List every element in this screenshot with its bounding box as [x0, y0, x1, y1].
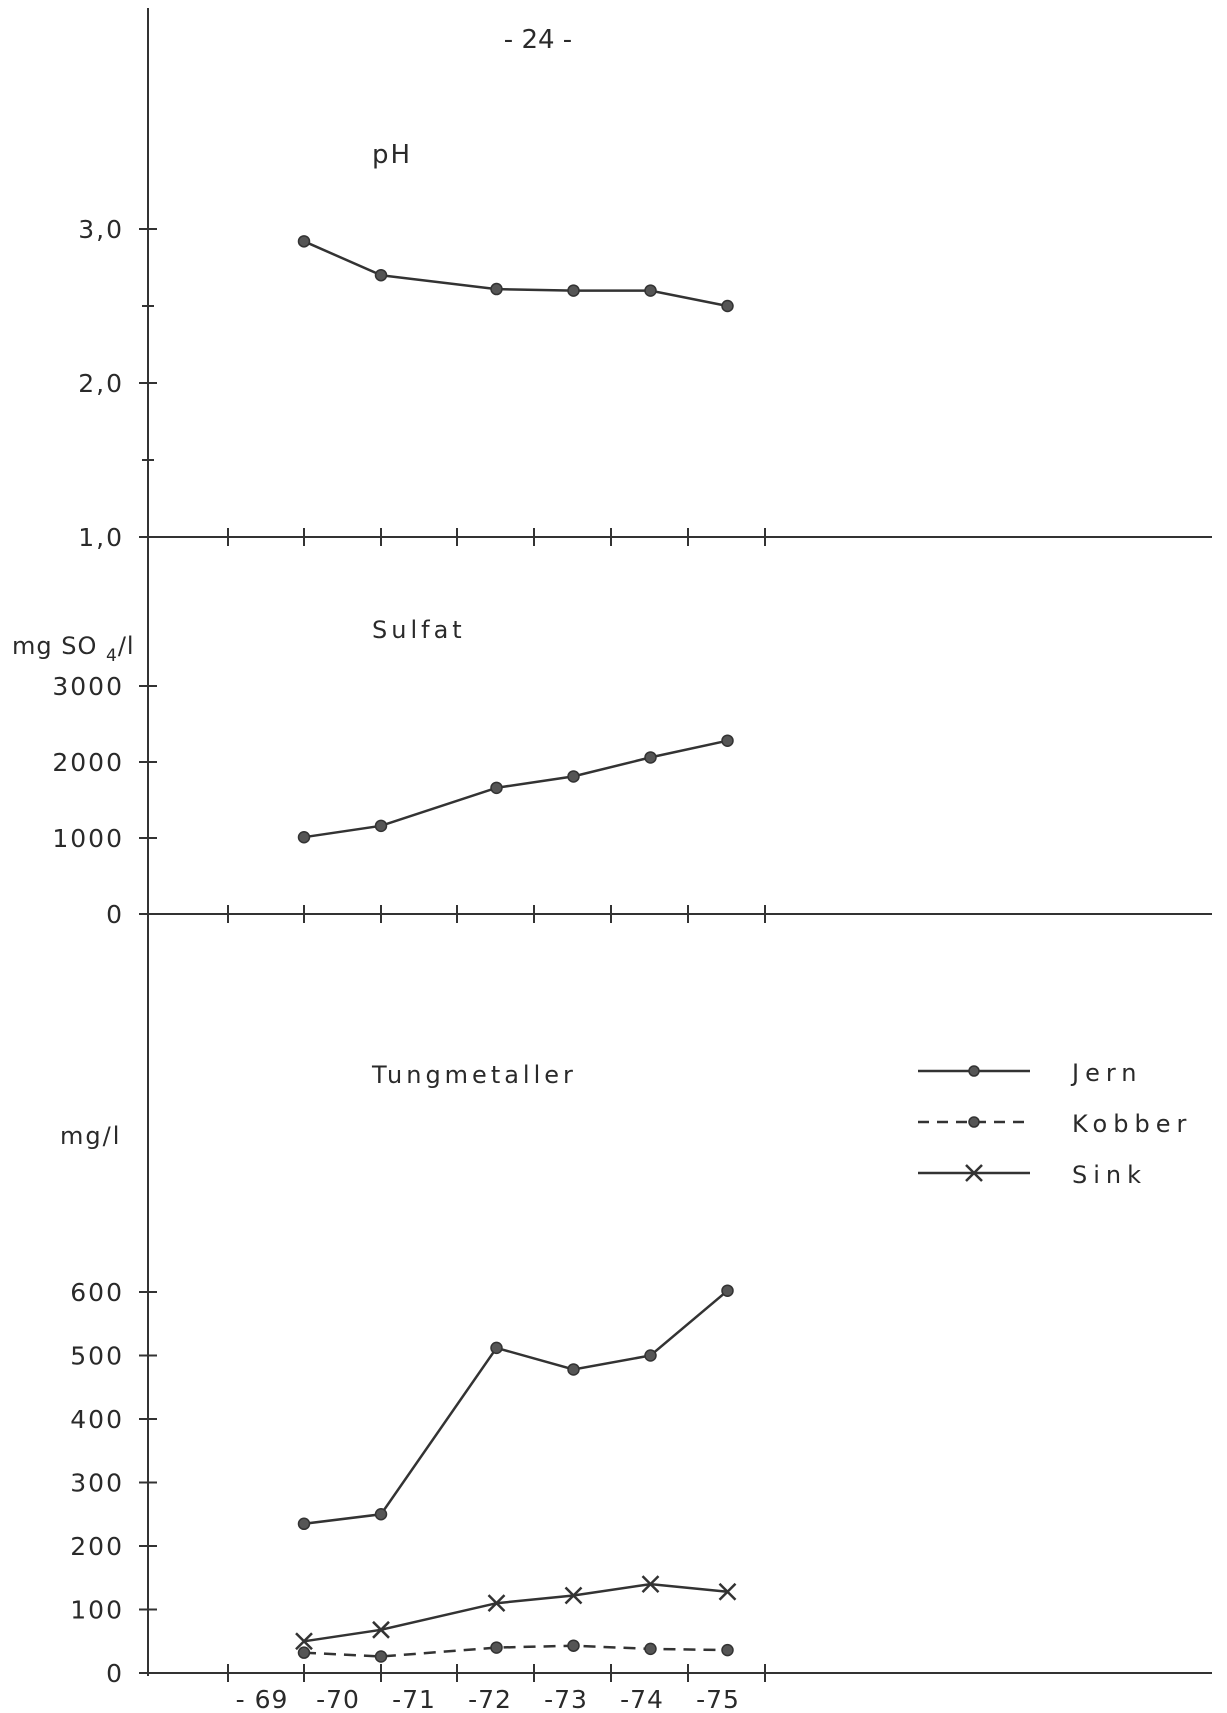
series-3-3-line — [303, 1582, 728, 1643]
sulfat-ylabel: mg SO 4/l — [12, 632, 135, 666]
series-3-2-point-6 — [721, 1643, 734, 1657]
y-tick-label-1-1: 3,0 — [78, 215, 124, 244]
x-tick-label-7: -75 — [696, 1685, 740, 1713]
series-3-3-point-1 — [295, 1632, 313, 1651]
x-tick-label-6: -74 — [620, 1685, 664, 1713]
y-tick-label-3-6: 100 — [70, 1596, 124, 1625]
series-2-1-line — [303, 739, 728, 839]
legend-sink: Sink — [918, 1161, 1147, 1189]
series-3-1-line — [303, 1289, 729, 1526]
legend-sink-marker — [965, 1164, 983, 1182]
legend-kobber: Kobber — [918, 1110, 1192, 1138]
series-2-1-point-3 — [490, 781, 503, 795]
axes — [139, 8, 1212, 1682]
series-3-2-point-1 — [297, 1646, 311, 1659]
series-3-3-point-3 — [487, 1594, 506, 1613]
y-tick-label-2-1: 3000 — [52, 672, 124, 701]
series-2-1-point-6 — [721, 734, 734, 747]
legend-kobber-marker — [968, 1116, 980, 1128]
x-tick-label-5: -73 — [544, 1685, 588, 1713]
legend-jern: Jern — [918, 1059, 1143, 1087]
series-3-1-point-2 — [374, 1508, 388, 1521]
series-3-2-point-3 — [490, 1641, 503, 1654]
series-2-1-point-1 — [297, 830, 311, 844]
y-tick-labels: 3,02,01,03000200010000600500400300200100… — [52, 215, 124, 1688]
y-tick-label-3-4: 300 — [70, 1469, 124, 1498]
series-3-1-point-4 — [567, 1363, 580, 1376]
series-3-3-point-2 — [372, 1620, 390, 1639]
x-tick-label-3: -71 — [392, 1685, 436, 1713]
legend-kobber-label: Kobber — [1072, 1110, 1192, 1138]
series-3-3-point-4 — [564, 1586, 583, 1605]
series-1-1-line — [303, 240, 728, 308]
y-tick-label-3-2: 500 — [70, 1342, 124, 1371]
x-tick-label-4: -72 — [468, 1685, 512, 1713]
sulfat-title: Sulfat — [372, 616, 466, 644]
x-tick-labels: - 69 -70 -71 -72 -73 -74 -75 — [236, 1685, 740, 1713]
series-3-2-point-5 — [644, 1642, 657, 1656]
y-tick-label-1-2: 2,0 — [78, 369, 124, 398]
y-tick-label-2-4: 0 — [106, 900, 124, 929]
series-3-2-point-4 — [567, 1639, 580, 1652]
series-1-1-point-6 — [721, 299, 734, 313]
page-number: - 24 - — [504, 25, 572, 55]
y-tick-label-3-5: 200 — [70, 1532, 124, 1561]
x-tick-label-2: -70 — [316, 1685, 360, 1713]
sulfat-ylabel-rest: /l — [118, 632, 135, 660]
legend-jern-marker — [968, 1065, 980, 1077]
series-1-1-point-4 — [567, 284, 580, 297]
series-1-1-point-3 — [490, 282, 503, 296]
ph-title: pH — [372, 140, 412, 170]
series-1-1-point-5 — [644, 284, 657, 297]
series-3-1-point-1 — [297, 1517, 311, 1531]
series-1-1-point-1 — [297, 235, 311, 248]
series-3-1-point-6 — [721, 1284, 734, 1297]
legend: Jern Kobber Sink — [918, 1059, 1192, 1189]
sulfat-ylabel-text: mg SO — [12, 632, 97, 660]
series-3-2-line — [303, 1644, 728, 1658]
series-3-2-point-2 — [374, 1650, 388, 1663]
legend-sink-label: Sink — [1072, 1161, 1147, 1189]
series-3-3-point-5 — [641, 1575, 660, 1593]
series-layer — [295, 235, 737, 1663]
legend-jern-label: Jern — [1070, 1059, 1143, 1087]
sulfat-ylabel-subscript: 4 — [106, 646, 118, 666]
tungmetaller-ylabel: mg/l — [60, 1122, 121, 1150]
series-1-1-point-2 — [374, 268, 388, 282]
y-tick-label-3-1: 600 — [70, 1278, 124, 1307]
y-tick-label-2-2: 2000 — [52, 748, 124, 777]
y-tick-label-3-3: 400 — [70, 1405, 124, 1434]
y-tick-label-3-7: 0 — [106, 1659, 124, 1688]
tungmetaller-title: Tungmetaller — [371, 1061, 577, 1089]
y-tick-label-2-3: 1000 — [52, 824, 124, 853]
y-tick-label-1-3: 1,0 — [78, 523, 124, 552]
x-tick-label-1: - 69 — [236, 1685, 289, 1713]
series-3-3-point-6 — [718, 1582, 737, 1601]
series-3-1-point-5 — [644, 1349, 657, 1362]
series-3-1-point-3 — [490, 1341, 503, 1355]
series-2-1-point-4 — [567, 770, 580, 783]
series-2-1-point-2 — [374, 819, 388, 833]
series-2-1-point-5 — [644, 751, 657, 764]
